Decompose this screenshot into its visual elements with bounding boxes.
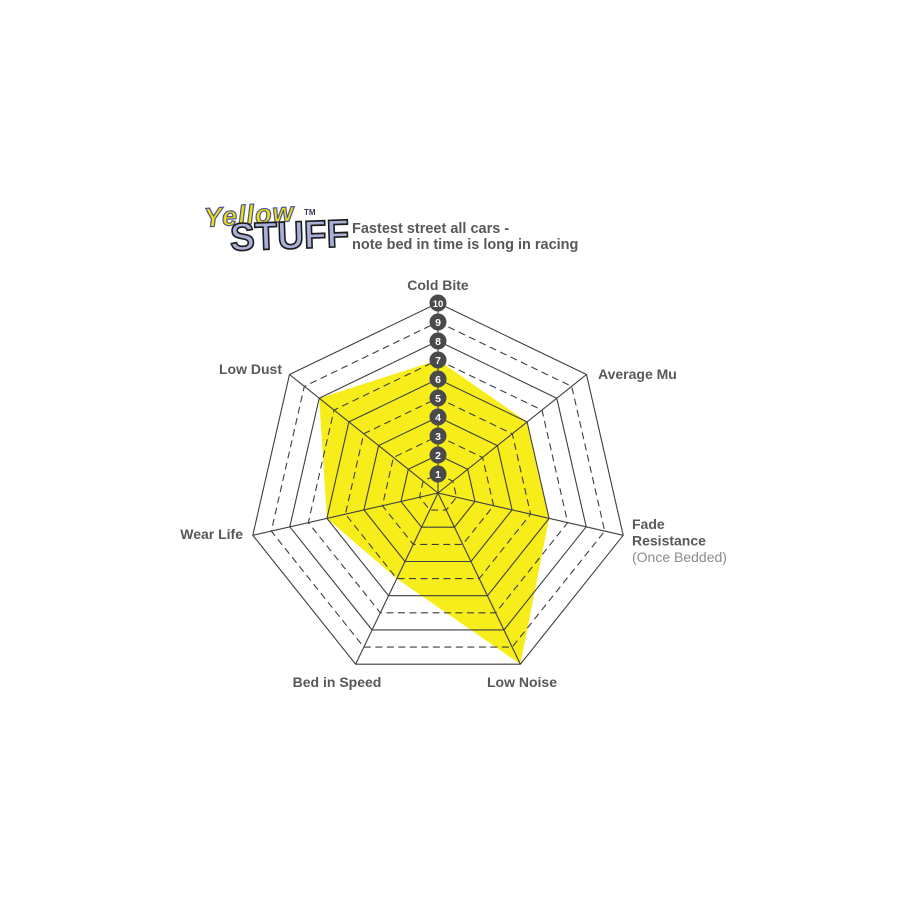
grid-ring-9: [270, 321, 606, 648]
scale-label-1: 1: [435, 469, 441, 481]
scale-circle-7: [429, 351, 447, 369]
scale-circle-8: [429, 332, 447, 350]
grid-ring-5: [344, 397, 532, 580]
axis-label-low-noise: Low Noise: [487, 674, 557, 690]
tagline-line-1: Fastest street all cars -: [352, 221, 510, 237]
scale-label-3: 3: [435, 431, 441, 443]
scale-label-9: 9: [435, 317, 441, 329]
scale-label-8: 8: [435, 336, 441, 348]
scale-circle-1: [429, 465, 447, 483]
axis-spoke-4: [355, 492, 439, 665]
scale-circle-5: [429, 389, 447, 407]
logo-word-stuff: STUFF: [228, 211, 350, 260]
axis-label-cold-bite: Cold Bite: [407, 277, 469, 293]
series-polygon-yellowstuff: [319, 360, 550, 665]
axis-spoke-3: [437, 492, 521, 665]
axis-label-average-mu: Average Mu: [598, 366, 677, 382]
axis-spoke-1: [437, 374, 587, 494]
grid-ring-4: [363, 416, 513, 563]
grid-ring-7: [307, 359, 569, 614]
axis-spoke-5: [252, 492, 439, 536]
grid-ring-8: [289, 340, 587, 631]
axis-label-bed-in-speed: Bed in Speed: [293, 674, 382, 690]
axis-label-low-dust: Low Dust: [219, 361, 282, 377]
axis-sublabel-once-bedded: (Once Bedded): [632, 549, 727, 565]
grid-ring-3: [381, 435, 495, 545]
scale-circle-9: [429, 313, 447, 331]
scale-circle-4: [429, 408, 447, 426]
axis-label-wear-life: Wear Life: [180, 526, 243, 542]
grid-ring-1: [418, 473, 458, 511]
scale-label-5: 5: [435, 393, 441, 405]
axis-spoke-6: [289, 374, 439, 494]
scale-circle-6: [429, 370, 447, 388]
scale-label-6: 6: [435, 374, 441, 386]
scale-circle-3: [429, 427, 447, 445]
scale-circle-10: [429, 294, 447, 312]
axis-label-fade-resistance: Fade Resistance (Once Bedded): [632, 516, 727, 565]
grid-ring-10: [252, 302, 624, 665]
grid-ring-6: [326, 378, 550, 597]
yellowstuff-logo: Yellow TM STUFF: [200, 196, 350, 268]
scale-label-7: 7: [435, 355, 441, 367]
grid-ring-2: [400, 454, 476, 528]
axis-spoke-2: [437, 492, 624, 536]
logo-trademark: TM: [304, 208, 316, 217]
scale-label-10: 10: [433, 299, 444, 310]
scale-label-2: 2: [435, 450, 441, 462]
chart-tagline: Fastest street all cars - note bed in ti…: [352, 221, 578, 253]
scale-label-4: 4: [435, 412, 441, 424]
tagline-line-2: note bed in time is long in racing: [352, 237, 579, 253]
scale-circle-2: [429, 446, 447, 464]
